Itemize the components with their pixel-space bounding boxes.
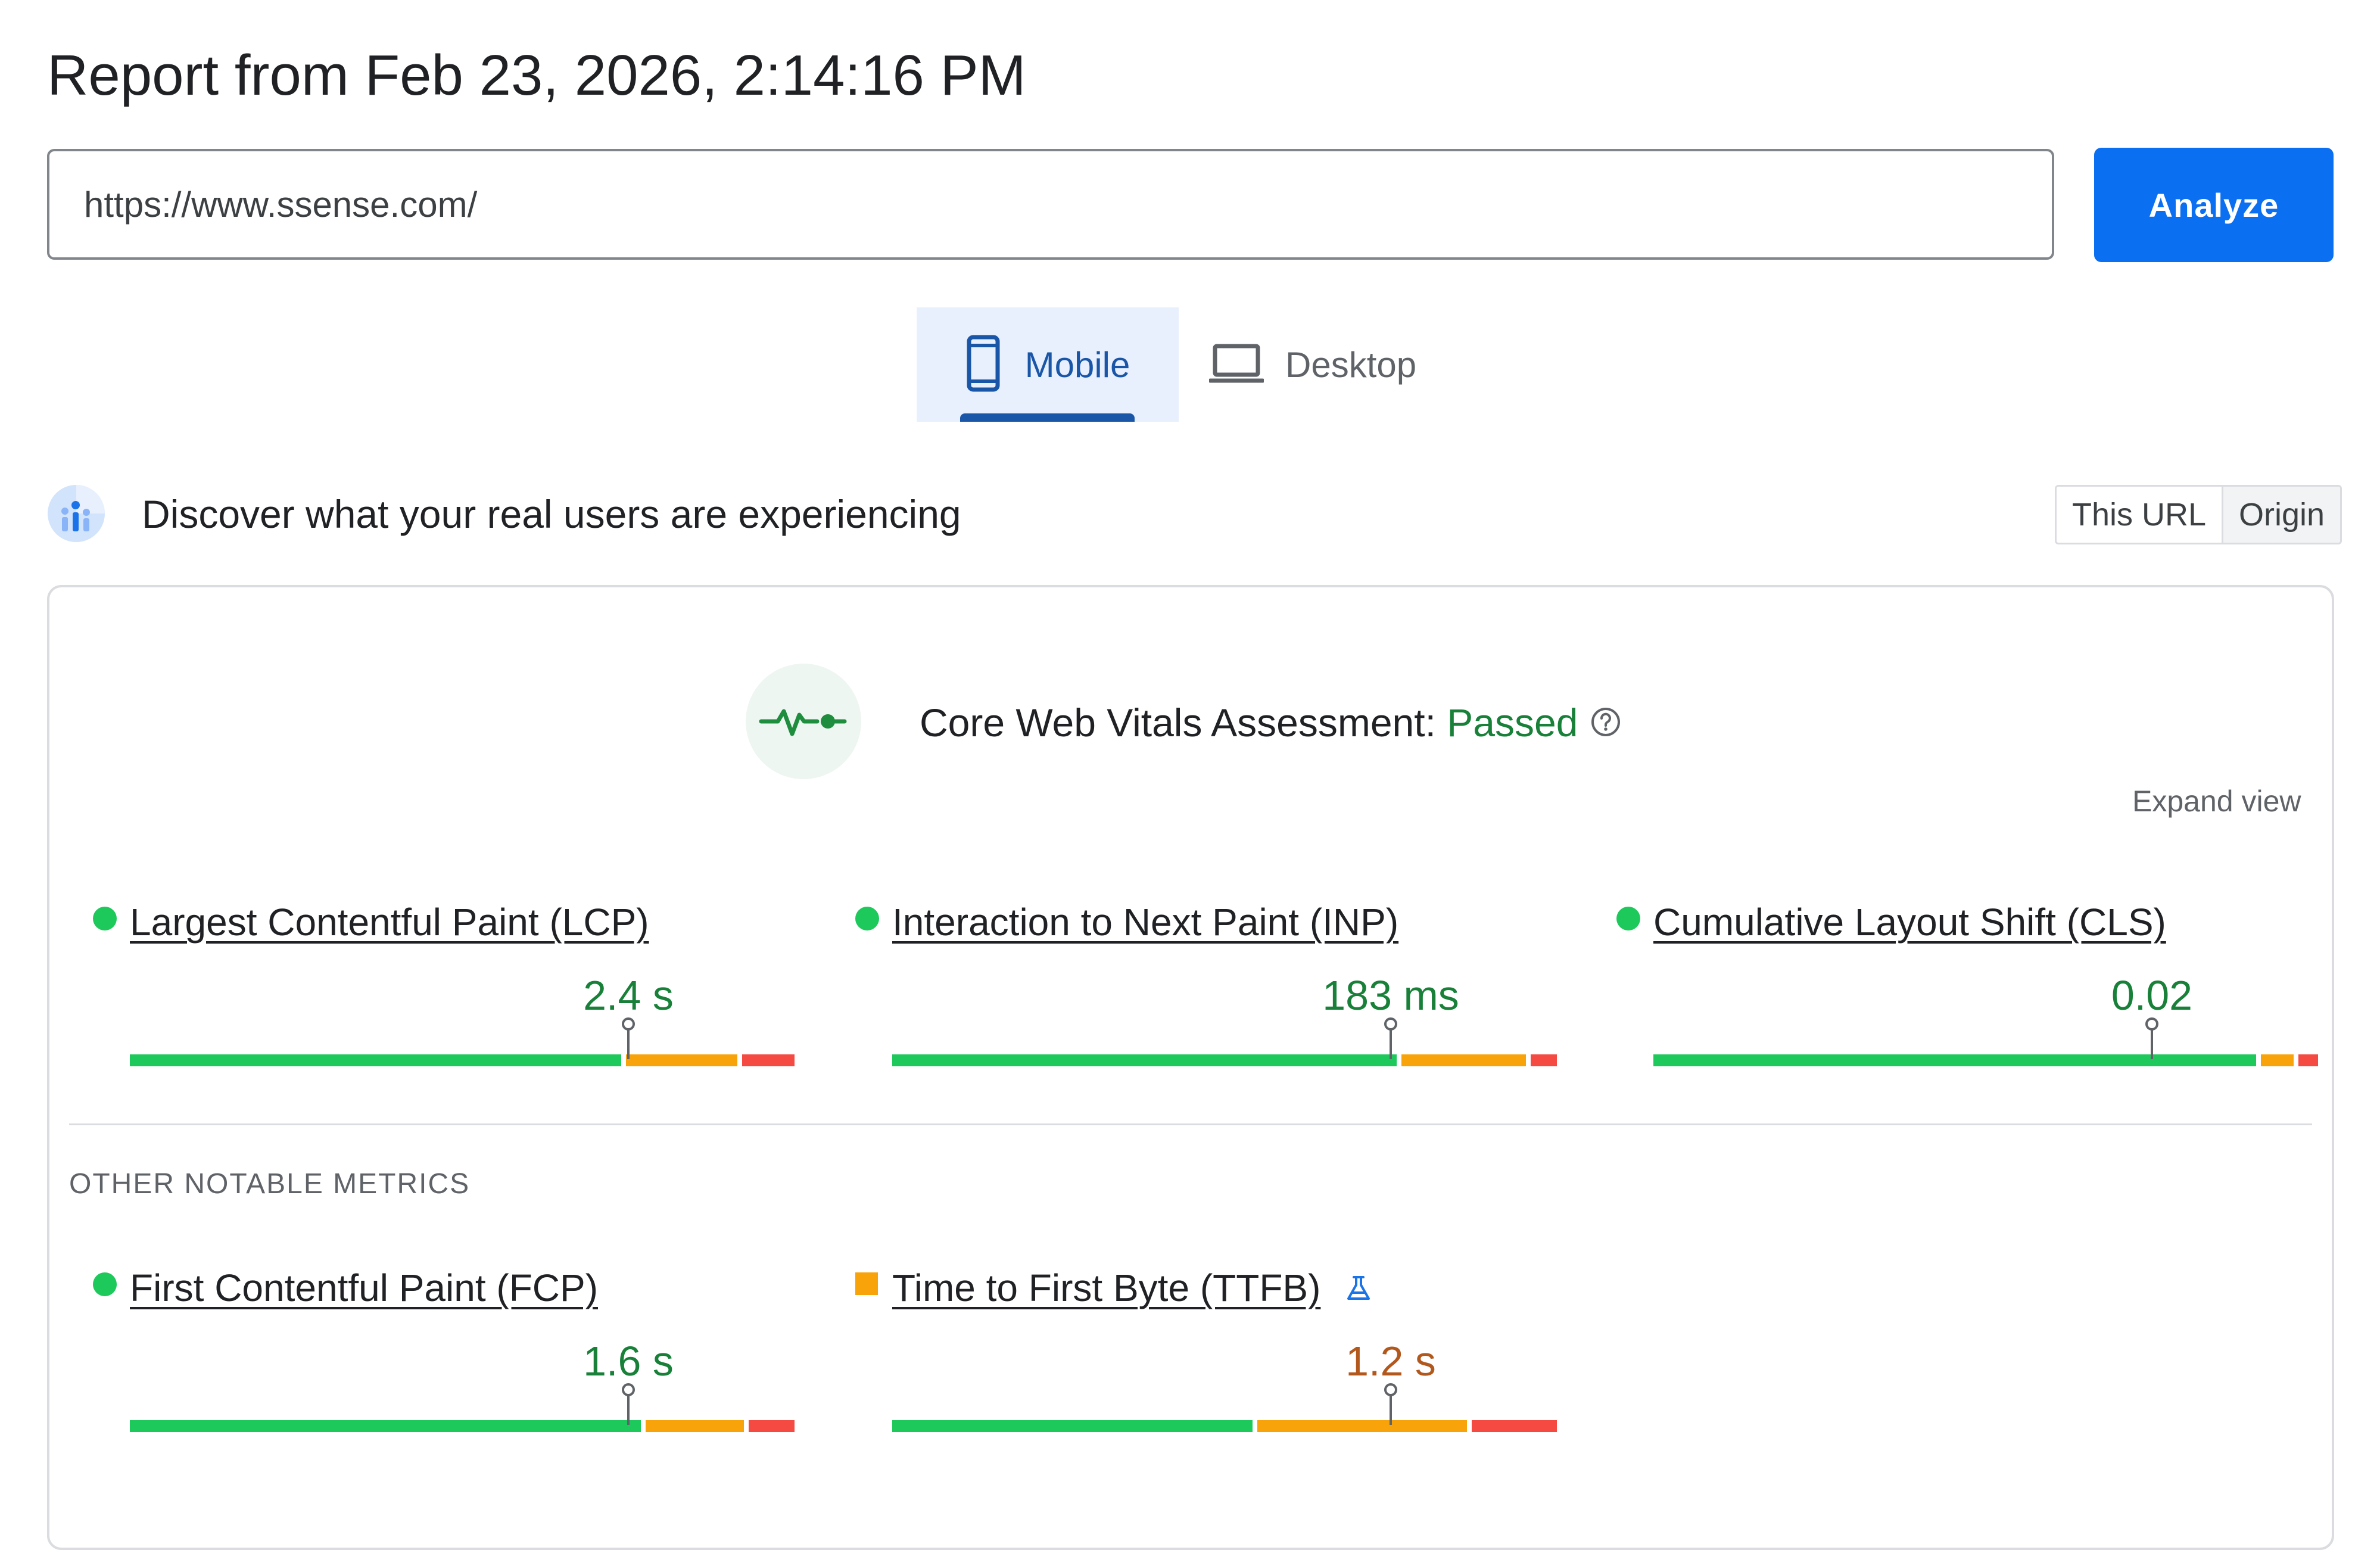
distribution-segment-good bbox=[892, 1054, 1397, 1066]
selected-tab-indicator bbox=[960, 413, 1135, 422]
cwv-assessment: Core Web Vitals Assessment: Passed bbox=[920, 697, 1578, 748]
metric-lcp-value: 2.4 s bbox=[583, 972, 674, 1019]
percentile-marker bbox=[627, 1026, 630, 1059]
metric-cls-link[interactable]: Cumulative Layout Shift (CLS) bbox=[1653, 901, 2166, 944]
percentile-marker bbox=[2151, 1026, 2153, 1059]
metric-lcp-distribution-bar bbox=[130, 1054, 795, 1066]
laptop-icon bbox=[1208, 343, 1265, 387]
distribution-segment-poor bbox=[2298, 1054, 2318, 1066]
distribution-segment-good bbox=[892, 1420, 1253, 1432]
distribution-segment-needs-improvement bbox=[626, 1054, 737, 1066]
percentile-marker-head bbox=[622, 1383, 635, 1396]
metric-inp: Interaction to Next Paint (INP) 183 ms bbox=[855, 898, 1557, 1095]
percentile-marker-head bbox=[1384, 1017, 1397, 1031]
percentile-marker bbox=[627, 1392, 630, 1425]
tab-mobile-label: Mobile bbox=[1024, 344, 1130, 385]
experimental-flask-icon[interactable] bbox=[1345, 1275, 1372, 1302]
metric-inp-distribution-bar bbox=[892, 1054, 1557, 1066]
distribution-segment-poor bbox=[749, 1420, 795, 1432]
metric-lcp: Largest Contentful Paint (LCP) 2.4 s bbox=[93, 898, 795, 1095]
metric-ttfb-value: 1.2 s bbox=[1345, 1338, 1436, 1384]
metric-lcp-link[interactable]: Largest Contentful Paint (LCP) bbox=[130, 901, 649, 944]
metric-cls-distribution-bar bbox=[1653, 1054, 2318, 1066]
percentile-marker bbox=[1390, 1026, 1392, 1059]
page-title: Report from Feb 23, 2026, 2:14:16 PM bbox=[47, 43, 1026, 107]
percentile-marker bbox=[1390, 1392, 1392, 1425]
distribution-segment-poor bbox=[742, 1054, 795, 1066]
distribution-segment-needs-improvement bbox=[2261, 1054, 2294, 1066]
section-divider bbox=[69, 1123, 2312, 1125]
distribution-segment-needs-improvement bbox=[1257, 1420, 1467, 1432]
smartphone-icon bbox=[965, 335, 1001, 395]
percentile-marker-head bbox=[2145, 1017, 2158, 1031]
other-metrics-heading: OTHER NOTABLE METRICS bbox=[69, 1168, 471, 1200]
distribution-segment-good bbox=[1653, 1054, 2256, 1066]
distribution-segment-needs-improvement bbox=[1401, 1054, 1526, 1066]
scope-toggle: This URL Origin bbox=[2055, 485, 2342, 544]
url-input[interactable] bbox=[47, 149, 2054, 260]
tab-desktop-label: Desktop bbox=[1285, 344, 1417, 385]
expand-view-link[interactable]: Expand view bbox=[2132, 785, 2301, 818]
good-status-dot bbox=[855, 907, 879, 930]
metric-ttfb-distribution-bar bbox=[892, 1420, 1557, 1432]
distribution-segment-good bbox=[130, 1054, 621, 1066]
distribution-segment-poor bbox=[1531, 1054, 1557, 1066]
metric-cls: Cumulative Layout Shift (CLS) 0.02 bbox=[1616, 898, 2318, 1095]
metric-fcp-value: 1.6 s bbox=[583, 1338, 674, 1384]
users-experience-icon bbox=[46, 484, 106, 543]
good-status-dot bbox=[1616, 907, 1640, 930]
vitals-pulse-icon bbox=[746, 664, 861, 779]
distribution-segment-needs-improvement bbox=[646, 1420, 744, 1432]
scope-this-url-button[interactable]: This URL bbox=[2072, 497, 2207, 533]
metric-ttfb: Time to First Byte (TTFB) 1.2 s bbox=[855, 1264, 1557, 1461]
metric-fcp: First Contentful Paint (FCP) 1.6 s bbox=[93, 1264, 795, 1461]
needs-improvement-status-square bbox=[855, 1272, 878, 1295]
tab-mobile[interactable]: Mobile bbox=[917, 307, 1179, 422]
scope-origin-button[interactable]: Origin bbox=[2222, 487, 2341, 543]
percentile-marker-head bbox=[622, 1017, 635, 1031]
good-status-dot bbox=[93, 1272, 117, 1296]
metric-cls-value: 0.02 bbox=[2111, 972, 2193, 1019]
cwv-assessment-label: Core Web Vitals Assessment: bbox=[920, 701, 1436, 745]
distribution-segment-poor bbox=[1472, 1420, 1557, 1432]
tab-desktop[interactable]: Desktop bbox=[1208, 307, 1459, 422]
percentile-marker-head bbox=[1384, 1383, 1397, 1396]
good-status-dot bbox=[93, 907, 117, 930]
help-icon[interactable] bbox=[1589, 705, 1622, 739]
cwv-assessment-status: Passed bbox=[1447, 701, 1578, 745]
metric-inp-link[interactable]: Interaction to Next Paint (INP) bbox=[892, 901, 1399, 944]
metric-ttfb-link[interactable]: Time to First Byte (TTFB) bbox=[892, 1266, 1321, 1309]
metric-inp-value: 183 ms bbox=[1322, 972, 1459, 1019]
real-users-heading: Discover what your real users are experi… bbox=[142, 492, 961, 536]
metric-fcp-distribution-bar bbox=[130, 1420, 795, 1432]
distribution-segment-good bbox=[130, 1420, 641, 1432]
metric-fcp-link[interactable]: First Contentful Paint (FCP) bbox=[130, 1266, 598, 1309]
analyze-button[interactable]: Analyze bbox=[2094, 148, 2334, 262]
